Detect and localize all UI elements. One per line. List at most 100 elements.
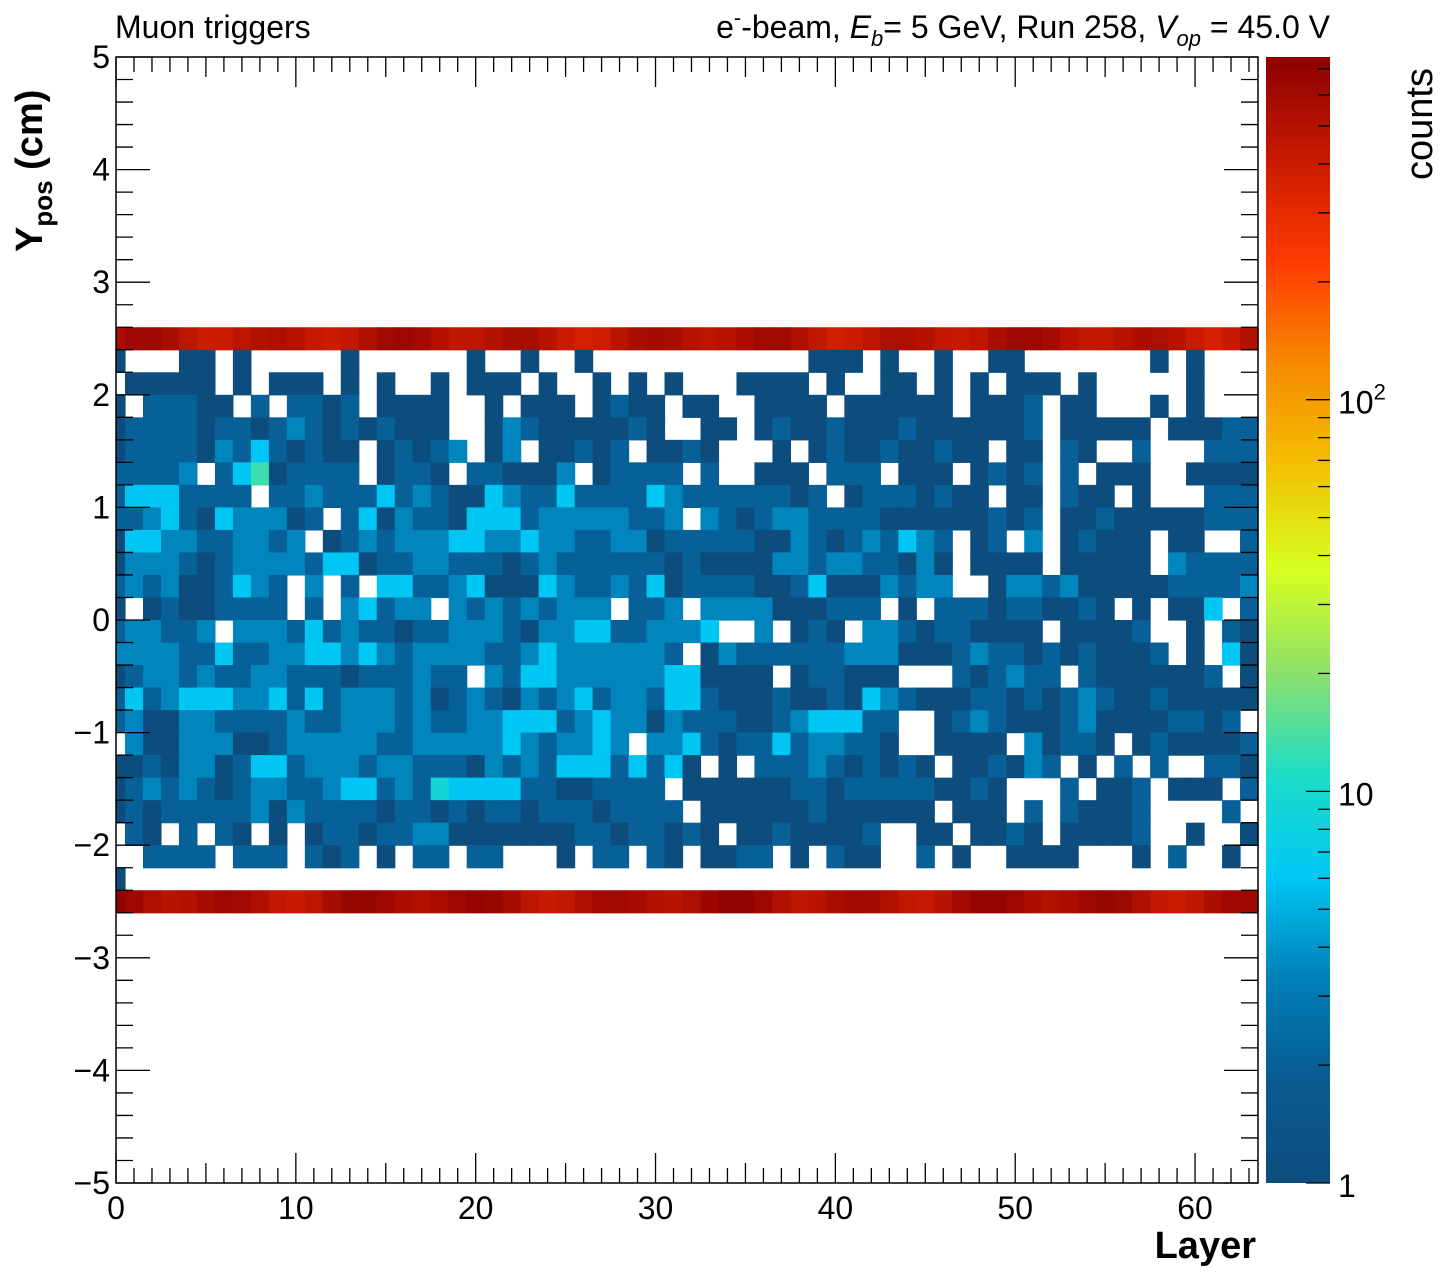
heatmap-cell [448,777,468,801]
heatmap-cell [124,665,144,689]
heatmap-cell [1114,800,1133,824]
heatmap-cell [178,755,198,779]
heatmap-cell [988,417,1007,441]
heatmap-cell [880,710,899,734]
heatmap-cell [754,417,774,441]
heatmap-cell [988,597,1007,621]
heatmap-cell [358,642,378,666]
heatmap-cell [628,394,648,418]
heatmap-cell [844,665,863,689]
heatmap-cell [502,710,522,734]
heatmap-cell [610,822,630,846]
edge-band-cell [754,890,774,914]
heatmap-cell [250,642,270,666]
edge-band-cell [1078,890,1097,914]
heatmap-cell [736,642,756,666]
heatmap-cell [970,529,989,554]
heatmap-cell [556,687,576,711]
heatmap-cell [448,755,468,779]
edge-band-cell [178,327,198,351]
heatmap-cell [574,800,594,824]
heatmap-cell [592,417,612,441]
heatmap-cell [628,777,648,801]
edge-band-cell [520,890,540,914]
heatmap-cell [1150,687,1169,711]
heatmap-cell [1042,665,1061,689]
heatmap-cell [808,687,827,711]
heatmap-cell [466,597,486,621]
heatmap-cell [394,777,414,801]
heatmap-cell [772,484,792,508]
heatmap-cell [250,417,270,441]
heatmap-cell [610,484,630,508]
heatmap-cell [1150,349,1169,373]
heatmap-cell [952,732,971,756]
edge-band-cell [934,327,953,351]
heatmap-cell [556,507,576,531]
heatmap-cell [412,665,432,689]
heatmap-cell [520,574,540,599]
heatmap-cell [1186,552,1205,576]
heatmap-cell [250,755,270,779]
heatmap-cell [412,755,432,779]
heatmap-cell [880,800,899,824]
heatmap-cell [448,552,468,576]
heatmap-cell [736,665,756,689]
heatmap-cell [556,732,576,756]
heatmap-cell [700,439,720,463]
heatmap-cell [340,845,360,869]
heatmap-cell [646,845,666,869]
heatmap-cell [970,372,989,396]
heatmap-cell [1060,439,1079,463]
heatmap-cell [1006,372,1025,396]
heatmap-cell [970,552,989,576]
heatmap-cell [268,417,288,441]
heatmap-cell [1060,845,1079,869]
heatmap-cell [970,710,989,734]
heatmap-cell [718,484,738,508]
heatmap-cell [502,620,522,644]
heatmap-cell [826,845,845,869]
heatmap-cell [1024,845,1043,869]
heatmap-cell [574,484,594,508]
heatmap-cell [448,507,468,531]
edge-band-cell [1060,327,1079,351]
heatmap-cell [430,732,450,756]
heatmap-cell [322,529,342,554]
heatmap-cell [142,845,162,869]
heatmap-cell [592,529,612,554]
heatmap-cell [304,484,324,508]
heatmap-cell [790,687,809,711]
heatmap-cell [862,574,881,599]
edge-band-cell [124,890,144,914]
heatmap-cell [1222,642,1241,666]
heatmap-cell [628,642,648,666]
heatmap-cell [826,552,845,576]
heatmap-cell [808,552,827,576]
heatmap-cell [394,597,414,621]
heatmap-cell [286,642,306,666]
heatmap-cell [124,642,144,666]
heatmap-cell [1024,755,1043,779]
heatmap-cell [466,349,486,373]
heatmap-cell [772,755,792,779]
heatmap-cell [1042,372,1061,396]
heatmap-cell [232,822,252,846]
edge-band-cell [700,327,720,351]
heatmap-cell [1222,417,1241,441]
heatmap-cell [250,710,270,734]
heatmap-cell [916,620,935,644]
heatmap-cell [1240,417,1259,441]
heatmap-cell [1024,665,1043,689]
heatmap-cell [1078,417,1097,441]
heatmap-cell [116,417,126,441]
heatmap-cell [592,574,612,599]
heatmap-cell [790,484,809,508]
heatmap-cell [502,574,522,599]
heatmap-cell [610,800,630,824]
edge-band-cell [1024,327,1043,351]
heatmap-cell [466,710,486,734]
edge-band-cell [466,890,486,914]
heatmap-cell [700,394,720,418]
heatmap-cell [178,394,198,418]
